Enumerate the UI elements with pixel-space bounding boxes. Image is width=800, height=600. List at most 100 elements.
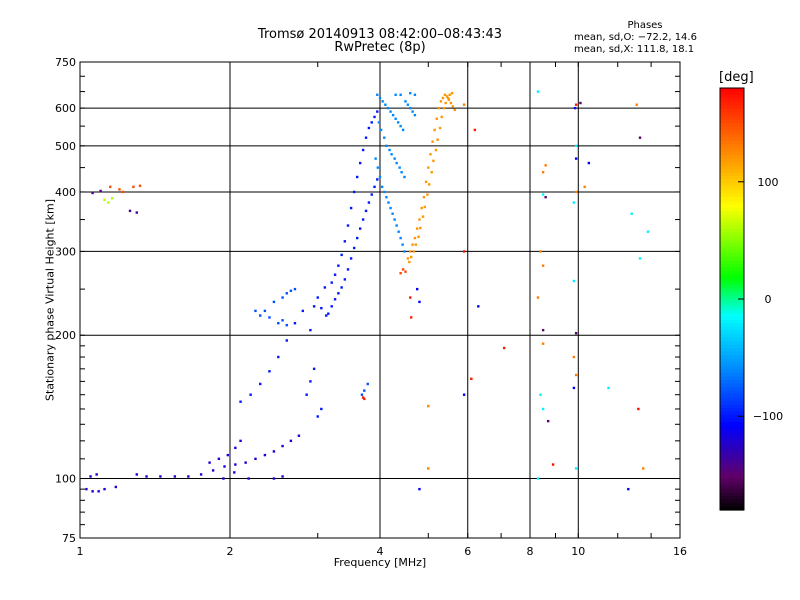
colorbar-segment	[720, 291, 744, 297]
colorbar-segment	[720, 436, 744, 441]
colorbar-segment	[720, 429, 744, 434]
data-point	[333, 273, 337, 276]
data-point	[448, 93, 451, 96]
y-tick-label: 600	[55, 102, 76, 115]
phase-box-title: Phases	[627, 20, 663, 31]
data-point	[409, 255, 413, 259]
data-point	[445, 95, 449, 98]
data-point	[541, 407, 545, 411]
data-point	[289, 439, 293, 443]
colorbar-segment	[720, 313, 744, 318]
data-point	[411, 243, 414, 246]
colorbar-segment	[720, 295, 744, 300]
data-point	[638, 257, 642, 260]
data-point	[409, 316, 413, 319]
x-tick-label: 8	[527, 545, 534, 558]
colorbar-segment	[720, 323, 744, 328]
data-point	[320, 306, 323, 310]
data-point	[370, 193, 373, 196]
colorbar-segment	[720, 214, 744, 219]
data-point	[211, 469, 215, 472]
data-point	[145, 475, 148, 478]
x-axis-label: Frequency [MHz]	[333, 556, 427, 569]
data-point	[268, 316, 271, 319]
data-point	[223, 465, 226, 468]
data-point	[395, 161, 398, 165]
data-point	[442, 106, 446, 110]
y-tick-label: 100	[55, 473, 76, 486]
data-point	[394, 117, 397, 120]
colorbar-segment	[720, 457, 744, 462]
colorbar-segment	[720, 432, 744, 437]
colorbar-segment	[720, 369, 744, 374]
colorbar-segment	[720, 158, 744, 163]
data-point	[277, 355, 280, 359]
colorbar-segment	[720, 341, 744, 346]
chart-title: Tromsø 20140913 08:42:00–08:43:43	[257, 27, 503, 42]
data-point	[398, 166, 401, 169]
colorbar-tick-label: −100	[753, 410, 783, 423]
data-point	[387, 201, 390, 204]
colorbar-segment	[720, 302, 744, 307]
data-point	[477, 305, 480, 308]
data-point	[438, 126, 442, 130]
data-point	[573, 106, 577, 110]
colorbar-segment	[720, 337, 744, 342]
colorbar-segment	[720, 372, 744, 377]
data-point	[409, 296, 412, 299]
colorbar-segment	[720, 478, 744, 483]
data-point	[381, 100, 384, 103]
colorbar-segment	[720, 386, 744, 392]
data-point	[572, 279, 576, 283]
data-point	[637, 407, 640, 411]
data-point	[239, 439, 242, 443]
data-point	[370, 121, 373, 124]
colorbar-segment	[720, 309, 744, 314]
data-point	[259, 314, 262, 317]
data-point	[546, 419, 550, 423]
data-point	[330, 281, 333, 284]
data-point	[385, 144, 388, 148]
colorbar-segment	[720, 105, 744, 110]
data-point	[309, 380, 312, 383]
data-point	[281, 319, 284, 322]
colorbar-segment	[720, 179, 744, 184]
data-point	[358, 161, 362, 165]
data-point	[135, 473, 138, 476]
data-point	[441, 96, 445, 100]
colorbar-segment	[720, 506, 744, 511]
colorbar-segment	[720, 211, 744, 216]
data-point	[226, 453, 230, 457]
colorbar-segment	[720, 137, 744, 142]
colorbar-segment	[720, 88, 744, 93]
data-point	[423, 205, 426, 209]
data-point	[451, 105, 455, 108]
colorbar-segment	[720, 204, 744, 209]
data-point	[388, 148, 391, 152]
colorbar-segment	[720, 189, 744, 195]
data-point	[135, 211, 138, 214]
colorbar-segment	[720, 270, 744, 275]
data-point	[409, 250, 412, 253]
data-point	[574, 103, 578, 106]
colorbar-segment	[720, 450, 744, 455]
data-point	[470, 377, 473, 380]
colorbar-segment	[720, 98, 744, 103]
data-point	[574, 190, 578, 194]
y-tick-label: 200	[55, 329, 76, 342]
y-axis-label: Stationary phase Virtual Height [km]	[43, 198, 57, 402]
data-point	[199, 473, 203, 476]
data-point	[431, 140, 434, 143]
data-point	[386, 106, 390, 110]
data-point	[107, 201, 110, 204]
data-point	[436, 138, 439, 141]
data-point	[394, 93, 397, 96]
colorbar-segment	[720, 306, 744, 311]
data-point	[103, 487, 106, 491]
colorbar-segment	[720, 130, 744, 135]
colorbar-segment	[720, 362, 744, 367]
data-point	[244, 461, 247, 464]
colorbar-tick-label: 0	[765, 293, 772, 306]
colorbar-segment	[720, 151, 744, 156]
